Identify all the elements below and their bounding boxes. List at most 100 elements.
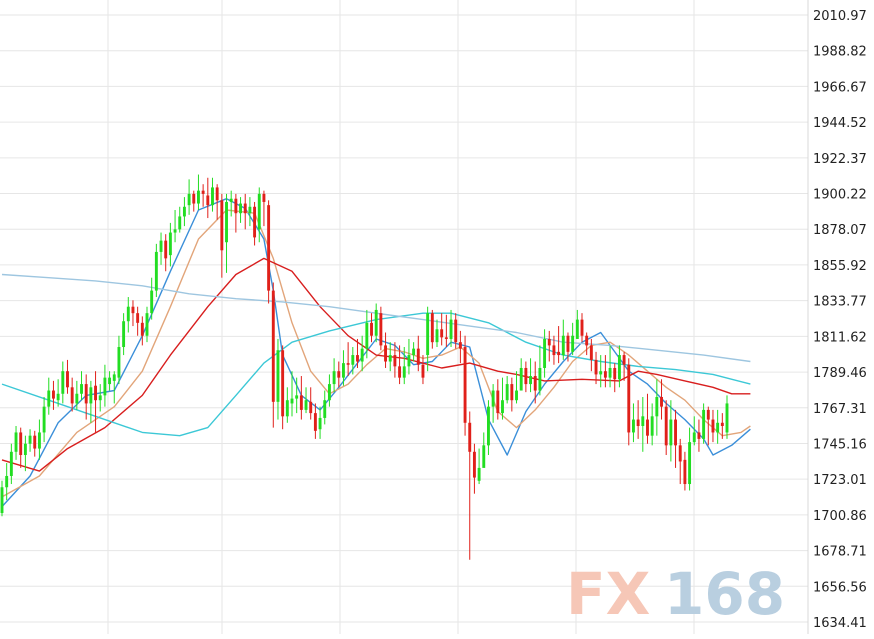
candle (206, 177, 210, 219)
candle-body (327, 384, 331, 401)
candle (309, 387, 313, 420)
candle (393, 342, 397, 378)
candle (650, 403, 654, 446)
candle (360, 335, 364, 372)
candle (575, 309, 579, 339)
candle (0, 480, 4, 517)
candle-body (253, 206, 257, 238)
candle-body (47, 390, 51, 407)
candle (664, 400, 668, 456)
candle (9, 443, 13, 485)
candle-body (206, 195, 210, 206)
candle (234, 193, 238, 233)
candle (327, 374, 331, 407)
candle-body (5, 475, 9, 488)
candle-body (552, 345, 556, 356)
candle (271, 282, 275, 428)
candle-body (706, 409, 710, 420)
candle (164, 234, 168, 272)
candle (117, 335, 121, 385)
candle (253, 201, 257, 246)
candle (674, 409, 677, 468)
candle (178, 206, 182, 233)
candle (613, 363, 617, 393)
candle (122, 313, 126, 356)
candle-body (547, 338, 551, 346)
candle (94, 371, 97, 433)
candle-body (150, 290, 154, 314)
fx168-watermark: FX 168 (566, 560, 785, 628)
candle-body (313, 413, 317, 431)
y-tick-label: 1767.31 (813, 402, 867, 417)
candle (168, 222, 172, 267)
candle (323, 390, 327, 425)
candle-body (468, 422, 472, 452)
candle (384, 332, 387, 368)
candle (285, 387, 289, 423)
candle (702, 403, 706, 444)
candle-body (608, 367, 612, 378)
candle-body (472, 451, 476, 478)
candle (416, 335, 420, 372)
candle (627, 358, 631, 446)
candle-body (360, 348, 364, 362)
candle-body (122, 321, 126, 348)
candle-body (337, 371, 341, 378)
candle (295, 377, 299, 414)
candle (519, 358, 523, 391)
candle (318, 406, 322, 439)
y-tick-label: 1900.22 (813, 188, 867, 203)
candle-body (248, 206, 252, 214)
candle (267, 200, 271, 304)
candle-body (421, 364, 425, 378)
candle (472, 443, 476, 494)
candle (487, 400, 490, 456)
y-tick-label: 1789.46 (813, 366, 867, 381)
candle (276, 338, 280, 420)
candle (145, 306, 149, 343)
candle (140, 316, 144, 346)
candle (491, 384, 495, 423)
candle (42, 396, 46, 443)
candle (641, 396, 645, 452)
y-tick-label: 1878.07 (813, 223, 867, 238)
candle (505, 376, 509, 404)
candle (440, 313, 444, 346)
candle (257, 187, 261, 243)
candle (89, 380, 93, 423)
candle (61, 361, 65, 404)
candle-body (80, 384, 83, 394)
candle-body (229, 198, 233, 202)
candle (379, 306, 383, 351)
candle-body (491, 390, 495, 407)
candle (533, 361, 537, 404)
candle (524, 361, 528, 393)
candle-body (197, 190, 200, 204)
y-tick-label: 1678.71 (813, 545, 867, 560)
y-tick-label: 1966.67 (813, 80, 867, 95)
candle (482, 432, 486, 468)
candle-body (393, 355, 397, 367)
candle (47, 377, 51, 415)
candle-body (145, 313, 149, 336)
candle-body (636, 419, 640, 427)
candle-body (299, 395, 303, 410)
y-axis: 2010.97 1988.82 1966.67 1944.52 1922.37 1900.… (813, 9, 867, 631)
candle (660, 379, 663, 420)
candle-body (351, 355, 355, 365)
candle-body (533, 376, 537, 391)
candle-body (477, 467, 481, 481)
candle-body (650, 416, 654, 436)
candle (75, 380, 79, 410)
candle-body (33, 435, 37, 449)
candle-body (505, 384, 509, 401)
candle-body (290, 398, 294, 404)
candle (449, 309, 453, 348)
candle (706, 406, 710, 446)
candle-body (342, 363, 345, 378)
candle (468, 411, 472, 560)
candle-body (42, 406, 46, 433)
candle-body (449, 319, 453, 339)
candle (5, 463, 9, 501)
candle-body (285, 400, 289, 417)
